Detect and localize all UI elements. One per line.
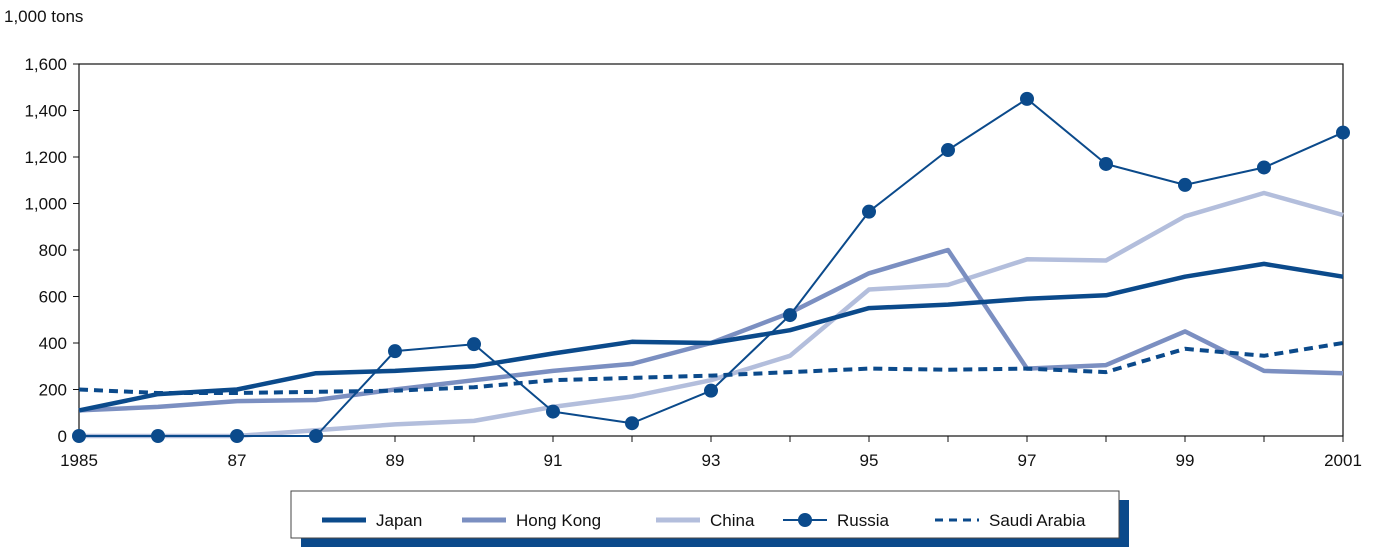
x-tick-label: 87 [228, 451, 247, 470]
legend-label-japan: Japan [376, 511, 422, 530]
data-point-russia [704, 383, 718, 398]
data-point-russia [1257, 160, 1271, 175]
data-point-russia [783, 308, 797, 323]
x-tick-label: 93 [702, 451, 721, 470]
x-tick-label: 95 [860, 451, 879, 470]
legend-box [290, 490, 1120, 539]
data-point-russia [1178, 177, 1192, 192]
series-layer [72, 91, 1350, 443]
data-point-russia [546, 404, 560, 419]
x-tick-label: 1985 [60, 451, 98, 470]
legend-item-china: China [656, 511, 755, 530]
data-point-russia [862, 204, 876, 219]
data-point-russia [1336, 125, 1350, 140]
data-point-russia [309, 429, 323, 443]
data-point-russia [467, 337, 481, 352]
unit-label: 1,000 tons [4, 7, 83, 26]
legend-item-japan: Japan [322, 511, 422, 530]
legend-items: Japan Hong Kong China Russia Saudi Arabia [322, 511, 1086, 530]
x-tick-label: 99 [1176, 451, 1195, 470]
x-tick-label: 91 [544, 451, 563, 470]
y-tick-label: 1,400 [24, 102, 67, 121]
legend: Japan Hong Kong China Russia Saudi Arabia [290, 490, 1129, 547]
data-point-russia [151, 429, 165, 443]
legend-marker-russia [798, 513, 812, 527]
y-tick-label: 1,600 [24, 55, 67, 74]
series-line-china [79, 190, 1344, 439]
y-tick-label: 0 [58, 427, 67, 446]
legend-label-hong-kong: Hong Kong [516, 511, 601, 530]
y-tick-label: 800 [39, 241, 67, 260]
legend-label-saudi-arabia: Saudi Arabia [989, 511, 1086, 530]
y-tick-label: 1,200 [24, 148, 67, 167]
y-tick-label: 200 [39, 381, 67, 400]
data-point-russia [941, 143, 955, 158]
series-line-japan [78, 261, 1344, 413]
series-russia [72, 91, 1350, 443]
data-point-russia [625, 416, 639, 431]
data-point-russia [1020, 91, 1034, 106]
x-tick-label: 97 [1018, 451, 1037, 470]
data-point-russia [230, 429, 244, 443]
data-point-russia [72, 429, 86, 443]
x-axis: 1985 87 89 91 93 95 97 99 2001 [60, 436, 1362, 470]
x-tick-label: 89 [386, 451, 405, 470]
y-axis: 0 200 400 600 800 1,000 1,200 1,400 1,600 [24, 55, 79, 446]
x-tick-label: 2001 [1324, 451, 1362, 470]
series-line-saudi-arabia [78, 341, 1344, 395]
series-china [79, 190, 1344, 439]
legend-label-china: China [710, 511, 755, 530]
y-tick-label: 400 [39, 334, 67, 353]
legend-item-hong-kong: Hong Kong [462, 511, 601, 530]
y-tick-label: 600 [39, 288, 67, 307]
series-japan [78, 261, 1344, 413]
legend-item-saudi-arabia: Saudi Arabia [935, 511, 1086, 530]
data-point-russia [1099, 156, 1113, 171]
legend-label-russia: Russia [837, 511, 890, 530]
series-saudi-arabia [78, 341, 1344, 395]
y-tick-label: 1,000 [24, 195, 67, 214]
legend-item-russia: Russia [783, 511, 890, 530]
data-point-russia [388, 344, 402, 359]
